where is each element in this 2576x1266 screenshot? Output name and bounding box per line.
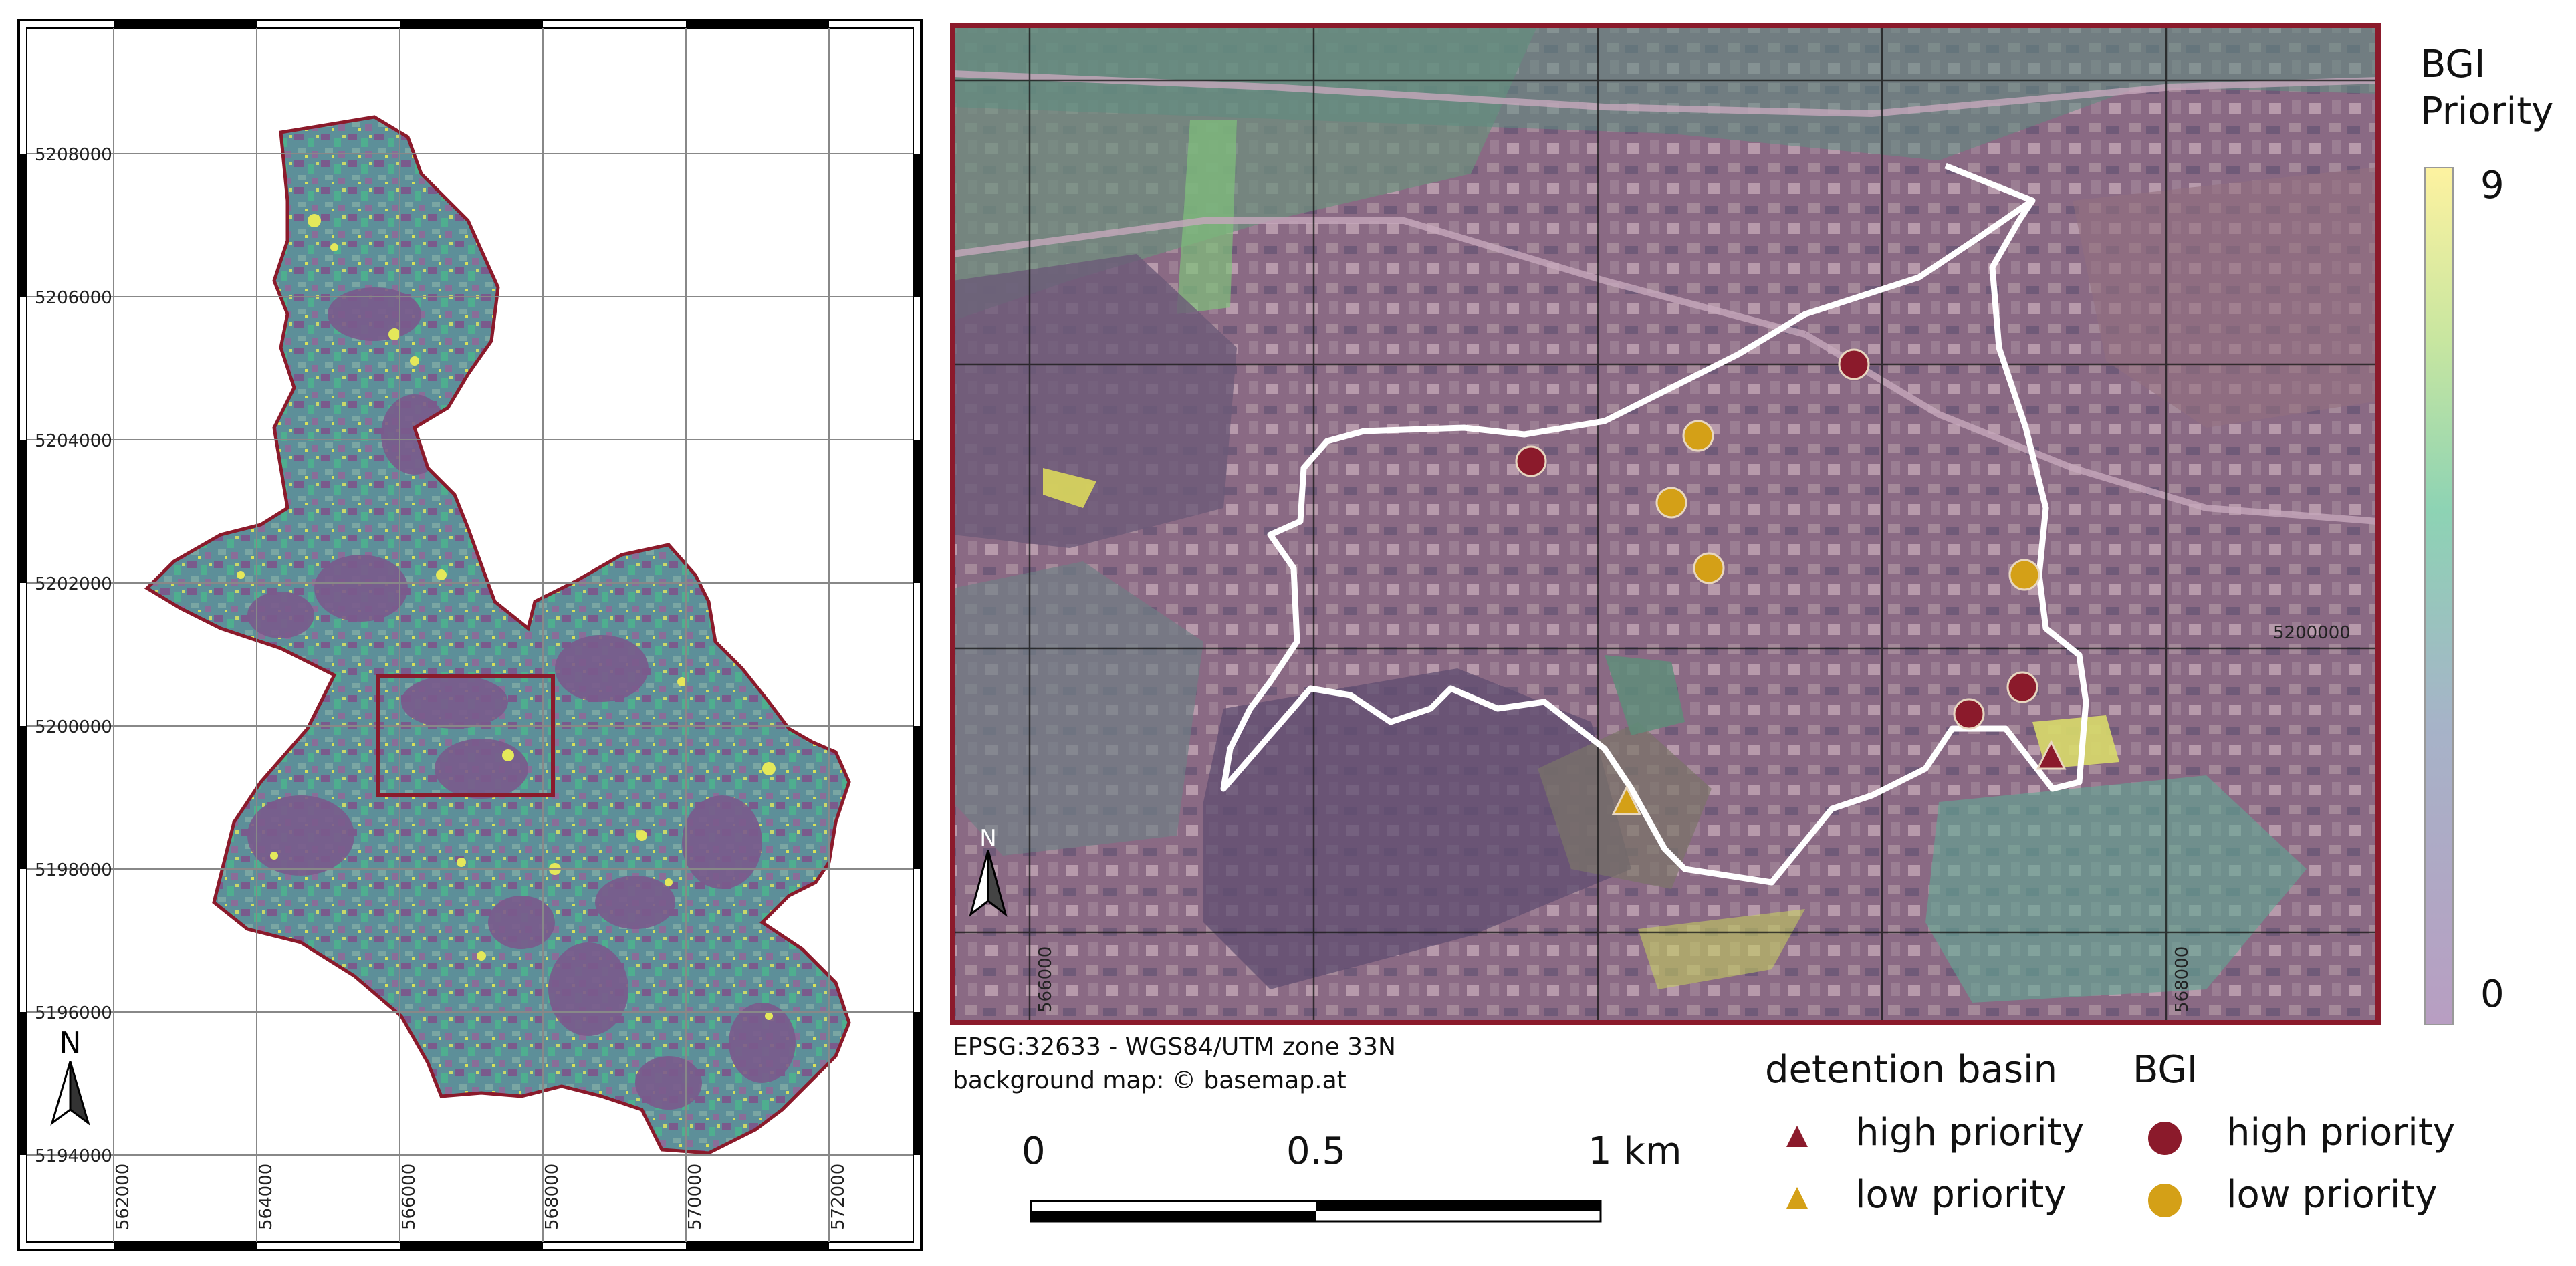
bgi-low-marker	[1682, 420, 1714, 452]
northing-label: 5196000	[35, 1003, 112, 1023]
northing-label: 5202000	[35, 574, 112, 594]
bgi-high-markers	[1515, 348, 2038, 730]
detention-low-marker	[1611, 785, 1642, 815]
bgi-high-marker	[2006, 671, 2038, 703]
easting-label: 572000	[828, 1164, 848, 1230]
easting-label: 570000	[685, 1164, 705, 1230]
north-arrow-icon: N	[969, 825, 1008, 917]
legend-detention-title: detention basin	[1765, 1048, 2058, 1092]
legend-bgi-title: BGI	[2133, 1048, 2198, 1092]
svg-text:N: N	[979, 825, 996, 852]
colorbar-max-label: 9	[2480, 164, 2504, 207]
detention-high-marker	[2036, 739, 2067, 770]
northing-label: 5200000	[35, 717, 112, 737]
catchment-boundary	[1220, 162, 2089, 886]
background-credit: background map: © basemap.at	[953, 1067, 1346, 1094]
northing-label: 5194000	[35, 1146, 112, 1166]
northing-label: 5204000	[35, 431, 112, 451]
svg-text:N: N	[60, 1026, 82, 1060]
bgi-high-marker	[1953, 698, 1985, 730]
legend-detention-high-icon	[1786, 1126, 1808, 1147]
scalebar-label-0: 0	[1022, 1130, 1046, 1173]
bgi-low-marker	[1693, 552, 1725, 584]
easting-label: 566000	[1036, 946, 1056, 1013]
legend-detention-low-icon	[1786, 1187, 1808, 1209]
northing-label: 5206000	[35, 288, 112, 308]
legend-detention-low-label: low priority	[1855, 1173, 2067, 1217]
northing-label: 5198000	[35, 860, 112, 880]
colorbar-gradient	[2424, 167, 2454, 1025]
study-area-box	[376, 674, 555, 797]
detail-map: 5200000 566000 568000 N	[950, 23, 2381, 1025]
bgi-low-markers	[1655, 420, 2040, 591]
easting-label: 564000	[256, 1164, 276, 1230]
legend-bgi-high-icon	[2148, 1122, 2182, 1155]
easting-label: 562000	[113, 1164, 133, 1230]
bgi-low-marker	[1655, 487, 1687, 519]
overview-map: 5208000 5206000 5204000 5202000 5200000 …	[17, 19, 923, 1251]
scalebar-label-1km: 1 km	[1588, 1130, 1682, 1173]
northing-label: 5200000	[2273, 623, 2351, 643]
legend-detention-high-label: high priority	[1855, 1111, 2084, 1154]
legend-bgi-high-label: high priority	[2226, 1111, 2455, 1154]
scalebar	[1030, 1200, 1602, 1223]
scalebar-label-half: 0.5	[1286, 1130, 1346, 1173]
bgi-low-marker	[2008, 559, 2040, 591]
bgi-high-marker	[1838, 348, 1870, 380]
bgi-high-marker	[1515, 445, 1547, 477]
northing-label: 5208000	[35, 145, 112, 165]
north-arrow-icon: N	[50, 1026, 90, 1126]
colorbar-title-line1: BGI	[2420, 43, 2486, 86]
crs-credit: EPSG:32633 - WGS84/UTM zone 33N	[953, 1033, 1396, 1061]
easting-label: 568000	[542, 1164, 562, 1230]
colorbar-title-line2: Priority	[2420, 90, 2554, 133]
colorbar-title: BGI Priority	[2420, 41, 2553, 135]
legend-bgi-low-icon	[2148, 1184, 2182, 1217]
easting-label: 566000	[399, 1164, 419, 1230]
easting-label: 568000	[2172, 946, 2192, 1013]
colorbar-min-label: 0	[2480, 973, 2504, 1016]
legend-bgi-low-label: low priority	[2226, 1173, 2438, 1217]
